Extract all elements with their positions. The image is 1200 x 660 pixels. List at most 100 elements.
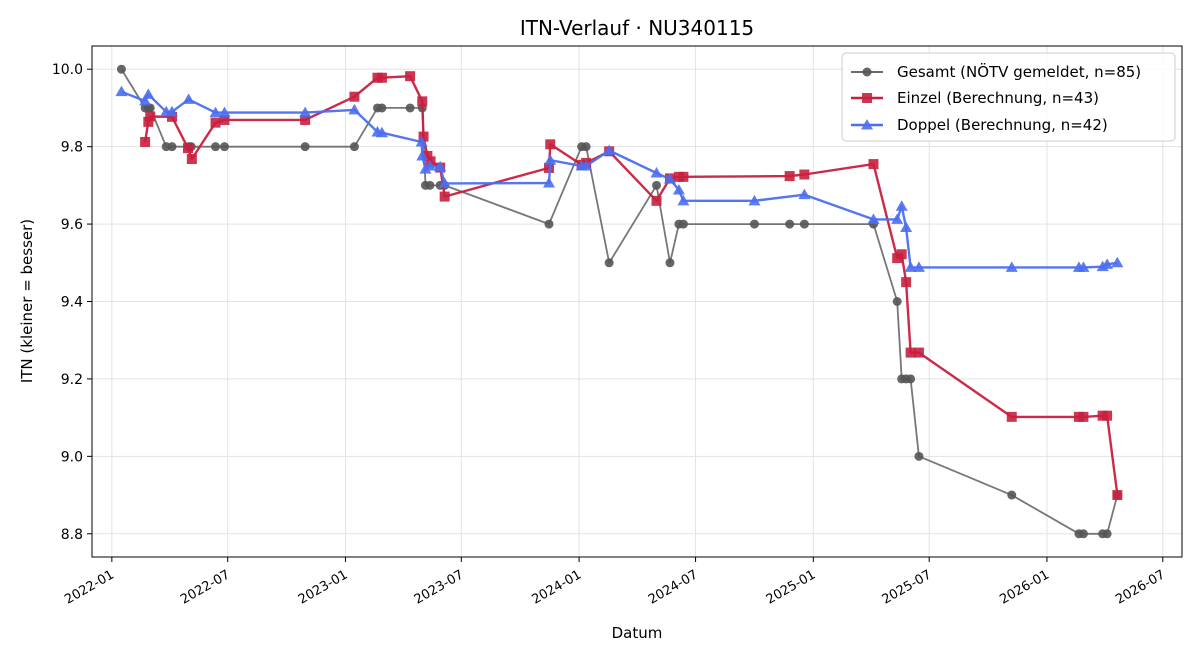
- y-tick-label: 8.8: [61, 527, 83, 543]
- data-point-einzel: [905, 347, 916, 358]
- data-point-doppel: [142, 88, 155, 99]
- data-point-einzel: [678, 171, 689, 182]
- data-point-doppel: [912, 261, 925, 272]
- data-point-doppel: [434, 160, 447, 172]
- data-point-einzel: [784, 171, 795, 182]
- x-tick-label: 2023-07: [412, 567, 467, 607]
- data-point-doppel: [663, 173, 676, 184]
- data-point-gesamt: [892, 297, 902, 306]
- data-point-gesamt: [116, 64, 126, 74]
- data-point-gesamt: [167, 142, 177, 152]
- data-point-gesamt: [544, 219, 554, 229]
- data-point-einzel: [1078, 411, 1089, 422]
- data-point-doppel: [348, 103, 361, 115]
- data-point-einzel: [145, 111, 156, 122]
- data-point-einzel: [183, 143, 194, 154]
- y-axis-label: ITN (kleiner = besser): [18, 219, 36, 383]
- y-tick-label: 9.8: [61, 140, 83, 156]
- x-tick-label: 2022-01: [62, 567, 117, 607]
- data-point-doppel: [1101, 258, 1114, 269]
- x-tick-label: 2026-07: [1113, 567, 1168, 607]
- data-point-doppel: [542, 177, 555, 188]
- data-point-gesamt: [678, 219, 688, 229]
- x-tick-label: 2025-07: [880, 567, 935, 607]
- data-point-gesamt: [914, 451, 924, 461]
- legend-marker-doppel: [861, 119, 873, 130]
- data-point-gesamt: [211, 142, 221, 152]
- data-point-doppel: [1005, 261, 1018, 272]
- grid: [92, 46, 1182, 557]
- data-point-doppel: [415, 136, 428, 147]
- legend: Gesamt (NÖTV gemeldet, n=85) Einzel (Ber…: [841, 52, 1176, 142]
- y-tick-label: 9.0: [61, 449, 83, 465]
- data-point-einzel: [422, 150, 433, 161]
- x-tick-label: 2024-01: [530, 567, 585, 607]
- data-point-einzel: [651, 195, 662, 206]
- data-point-doppel: [1077, 261, 1090, 272]
- data-point-einzel: [417, 96, 428, 107]
- data-point-einzel: [143, 116, 154, 127]
- data-point-gesamt: [906, 374, 916, 384]
- data-point-gesamt: [581, 142, 591, 152]
- legend-label-einzel: Einzel (Berechnung, n=43): [897, 89, 1099, 107]
- data-point-einzel: [376, 72, 387, 83]
- data-point-doppel: [115, 85, 128, 97]
- y-tick-label: 9.4: [61, 295, 83, 311]
- y-tick-label: 9.6: [61, 217, 83, 233]
- data-point-doppel: [603, 144, 616, 156]
- data-point-gesamt: [425, 180, 435, 190]
- data-point-einzel: [140, 137, 151, 148]
- x-axis-label: Datum: [612, 624, 663, 642]
- data-point-doppel: [1111, 256, 1124, 268]
- data-point-doppel: [139, 94, 152, 106]
- data-point-gesamt: [604, 258, 614, 268]
- data-point-doppel: [891, 213, 904, 224]
- legend-label-doppel: Doppel (Berechnung, n=42): [897, 116, 1108, 134]
- x-tick-label: 2024-07: [646, 567, 701, 607]
- data-point-einzel: [799, 169, 810, 180]
- data-point-gesamt: [1007, 490, 1017, 500]
- data-point-doppel: [299, 106, 312, 118]
- data-point-einzel: [219, 114, 230, 125]
- data-point-doppel: [867, 213, 880, 224]
- data-point-gesamt: [665, 258, 675, 268]
- data-point-doppel: [209, 106, 222, 118]
- data-point-gesamt: [1078, 529, 1088, 539]
- data-point-gesamt: [300, 142, 310, 152]
- data-point-doppel: [677, 194, 690, 206]
- data-point-doppel: [672, 184, 685, 195]
- data-point-doppel: [904, 261, 917, 272]
- data-point-einzel: [1112, 490, 1123, 501]
- series-layer: [115, 64, 1124, 539]
- data-point-einzel: [300, 114, 311, 125]
- legend-box: [841, 52, 1176, 142]
- data-point-doppel: [895, 200, 908, 211]
- data-point-doppel: [900, 221, 913, 233]
- data-point-gesamt: [145, 103, 155, 113]
- data-point-einzel: [1102, 410, 1113, 421]
- x-axis: 2022-01 2022-07 2023-01 2023-07 2024-01 2024-…: [62, 557, 1168, 608]
- data-point-doppel: [416, 149, 429, 161]
- data-point-einzel: [418, 131, 429, 142]
- data-point-einzel: [901, 277, 912, 288]
- data-point-einzel: [186, 154, 197, 165]
- data-point-gesamt: [785, 219, 795, 229]
- data-point-doppel: [544, 154, 557, 165]
- x-tick-label: 2026-01: [997, 567, 1052, 607]
- data-point-einzel: [210, 117, 221, 128]
- data-point-doppel: [423, 160, 436, 171]
- y-tick-label: 9.2: [61, 372, 83, 388]
- data-point-einzel: [545, 139, 556, 150]
- data-point-gesamt: [405, 103, 415, 113]
- data-point-doppel: [748, 194, 761, 206]
- data-point-einzel: [1006, 411, 1017, 422]
- data-point-einzel: [405, 71, 416, 82]
- x-tick-label: 2022-07: [178, 567, 233, 607]
- x-tick-label: 2023-01: [296, 567, 351, 607]
- data-point-doppel: [580, 160, 593, 171]
- y-axis: 8.8 9.0 9.2 9.4 9.6 9.8 10.0: [52, 62, 92, 543]
- data-point-doppel: [182, 93, 195, 104]
- legend-label-gesamt: Gesamt (NÖTV gemeldet, n=85): [897, 62, 1141, 81]
- data-point-einzel: [868, 159, 879, 170]
- data-point-einzel: [167, 111, 178, 122]
